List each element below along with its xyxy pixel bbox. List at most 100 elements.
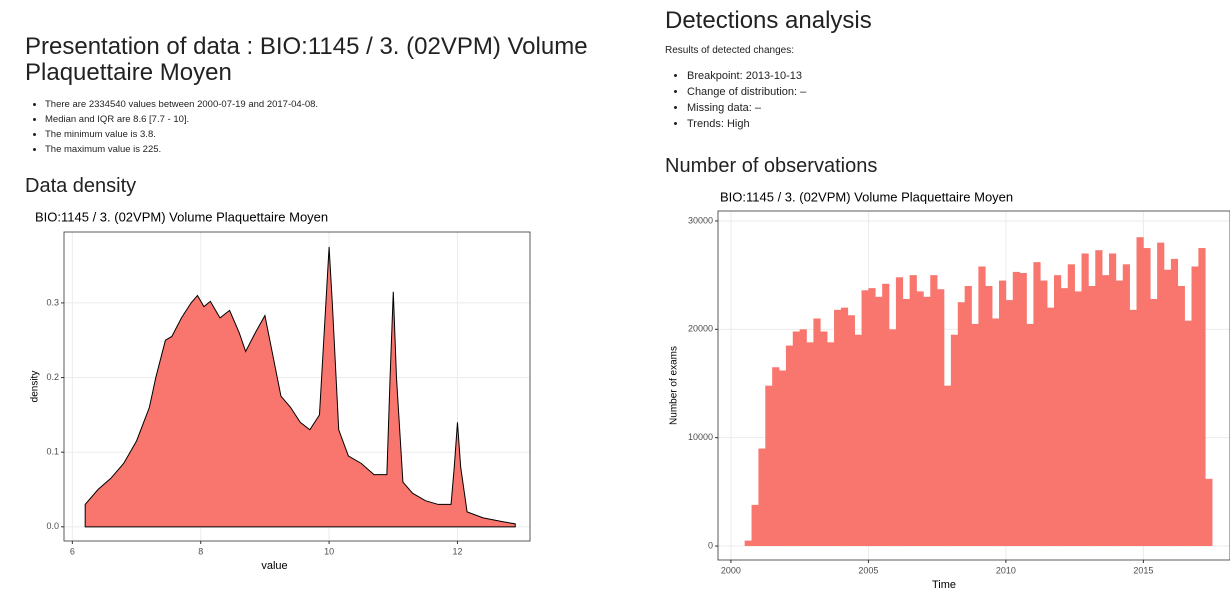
y-tick-label: 0.2 <box>46 372 59 382</box>
density-chart: 6 8 10 12 0.0 0.1 0.2 0.3 BIO:1145 / 3. (02VPM) … <box>30 209 531 572</box>
bar <box>875 296 883 547</box>
y-tick-label: 20000 <box>688 324 713 334</box>
bar <box>971 323 979 547</box>
bar <box>1115 280 1124 547</box>
bar <box>751 504 759 547</box>
y-tick-label: 30000 <box>688 215 713 225</box>
density-area <box>84 246 516 528</box>
y-tick-label: 0 <box>708 540 713 550</box>
bar <box>937 289 945 547</box>
bar <box>1109 253 1117 547</box>
bar <box>1198 248 1206 547</box>
bar <box>1026 323 1034 547</box>
y-tick-label: 0.0 <box>46 521 59 531</box>
bar <box>785 345 794 547</box>
bar <box>1047 307 1055 547</box>
bar <box>1177 285 1185 547</box>
x-tick-label: 2015 <box>1133 565 1153 575</box>
bar <box>854 334 862 547</box>
bar <box>1164 269 1172 547</box>
bar <box>1074 291 1082 547</box>
bar <box>909 275 917 547</box>
detection-item: Breakpoint: 2013-10-13 <box>687 68 806 84</box>
y-tick-label: 0.1 <box>46 447 59 457</box>
bar <box>1143 248 1151 547</box>
summary-item: There are 2334540 values between 2000-07… <box>45 97 318 112</box>
bar <box>840 307 849 547</box>
bar <box>806 342 814 547</box>
bar <box>813 318 821 547</box>
bar <box>902 298 910 547</box>
bar <box>772 367 780 547</box>
summary-list: There are 2334540 values between 2000-07… <box>25 97 318 157</box>
chart-title: BIO:1145 / 3. (02VPM) Volume Plaquettair… <box>35 209 328 224</box>
bar <box>1191 266 1199 547</box>
bar <box>992 318 1000 547</box>
report-title: Presentation of data : BIO:1145 / 3. (02… <box>25 33 588 86</box>
detection-item: Missing data: – <box>687 100 806 116</box>
bar <box>799 329 807 547</box>
bar <box>1040 280 1048 547</box>
bar <box>1170 258 1179 547</box>
bar <box>861 290 869 547</box>
bar <box>1081 253 1089 547</box>
bar <box>957 302 965 547</box>
bar <box>1129 309 1137 547</box>
bar <box>792 331 800 547</box>
bar <box>1184 320 1192 547</box>
bar <box>1019 272 1027 547</box>
bar <box>1088 285 1096 547</box>
y-tick-label: 0.3 <box>46 297 59 307</box>
bar <box>1067 264 1075 547</box>
bar <box>882 283 890 547</box>
x-axis-label: Time <box>932 579 956 591</box>
bar <box>1005 300 1014 547</box>
summary-item: The minimum value is 3.8. <box>45 127 318 142</box>
bar <box>847 315 855 547</box>
bar <box>1060 288 1069 547</box>
x-tick-label: 6 <box>70 546 75 556</box>
x-tick-label: 2010 <box>996 565 1016 575</box>
bar <box>1012 271 1020 547</box>
bar <box>916 291 924 547</box>
bar <box>1136 237 1144 547</box>
bar <box>930 275 938 547</box>
bar <box>834 309 842 547</box>
bar <box>744 540 752 547</box>
x-tick-label: 12 <box>452 546 462 556</box>
bar <box>765 385 773 547</box>
density-heading: Data density <box>25 175 137 197</box>
chart-title: BIO:1145 / 3. (02VPM) Volume Plaquettair… <box>720 189 1013 204</box>
bar <box>1102 275 1110 547</box>
detections-title: Detections analysis <box>665 7 872 34</box>
bar <box>889 329 897 547</box>
detection-item: Trends: High <box>687 116 806 132</box>
bar <box>1122 264 1130 547</box>
observations-heading: Number of observations <box>665 155 878 177</box>
bar <box>1033 262 1041 547</box>
bar <box>868 288 876 547</box>
bar <box>820 331 828 547</box>
bar <box>758 448 766 547</box>
bar <box>1150 298 1158 547</box>
histogram-chart: 2000 2005 2010 2015 0 10000 20000 30000 BIO:1145… <box>669 189 1230 591</box>
bar <box>923 296 931 547</box>
bar <box>985 285 993 547</box>
bar <box>1157 242 1165 547</box>
summary-item: The maximum value is 225. <box>45 142 318 157</box>
bar <box>999 280 1007 547</box>
y-tick-label: 10000 <box>688 432 713 442</box>
y-axis-label: Number of exams <box>669 346 680 425</box>
bar <box>1054 275 1062 547</box>
bar <box>779 370 787 547</box>
bar <box>1095 250 1103 547</box>
bar <box>827 342 835 547</box>
x-tick-label: 8 <box>198 546 203 556</box>
bar <box>895 277 904 547</box>
detections-intro: Results of detected changes: <box>665 45 794 56</box>
panel-border <box>63 231 531 542</box>
detections-list: Breakpoint: 2013-10-13 Change of distrib… <box>665 68 806 132</box>
y-axis-label: density <box>30 371 41 403</box>
bar <box>964 285 972 547</box>
